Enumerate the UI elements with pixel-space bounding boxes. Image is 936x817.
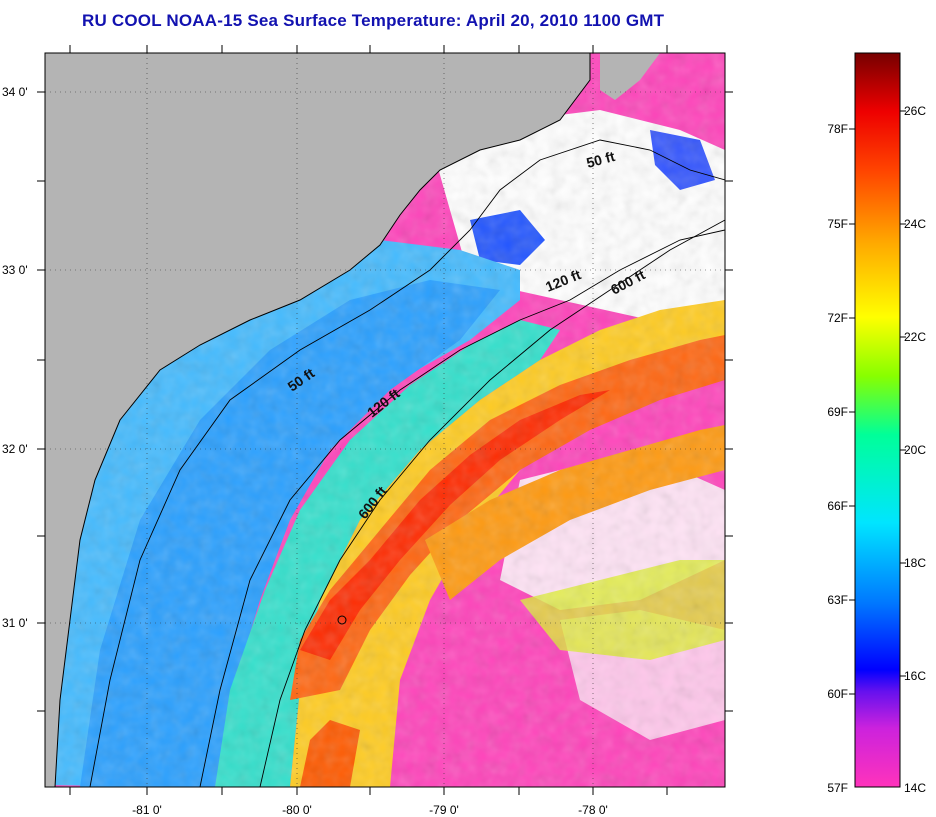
colorbar-c-label: 20C bbox=[904, 443, 926, 457]
lat-label-32: 32 0' bbox=[2, 442, 28, 456]
colorbar-f-label: 57F bbox=[827, 781, 848, 795]
lon-label-81: -81 0' bbox=[132, 803, 162, 817]
colorbar-f-label: 60F bbox=[827, 687, 848, 701]
colorbar-f-label: 66F bbox=[827, 499, 848, 513]
colorbar-c-label: 16C bbox=[904, 669, 926, 683]
map-frame bbox=[44, 52, 726, 788]
colorbar-f-label: 69F bbox=[827, 405, 848, 419]
colorbar-f-label: 75F bbox=[827, 217, 848, 231]
colorbar-c-label: 14C bbox=[904, 781, 926, 795]
lat-label-33: 33 0' bbox=[2, 263, 28, 277]
map-title: RU COOL NOAA-15 Sea Surface Temperature:… bbox=[82, 11, 665, 30]
lon-label-80: -80 0' bbox=[282, 803, 312, 817]
colorbar-f-label: 72F bbox=[827, 311, 848, 325]
contour-label-50ft-north: 50 ft bbox=[585, 148, 617, 171]
colorbar-c-label: 18C bbox=[904, 556, 926, 570]
colorbar-c-label: 22C bbox=[904, 330, 926, 344]
sst-map bbox=[45, 53, 725, 787]
station-marker-icon bbox=[337, 615, 347, 625]
colorbar: 78F 75F 72F 69F 66F 63F 60F 57F 26C 24C … bbox=[827, 52, 926, 795]
lon-label-79: -79 0' bbox=[429, 803, 459, 817]
colorbar-c-label: 26C bbox=[904, 104, 926, 118]
colorbar-f-label: 63F bbox=[827, 593, 848, 607]
lat-label-31: 31 0' bbox=[2, 616, 28, 630]
colorbar-c-label: 24C bbox=[904, 217, 926, 231]
colorbar-f-label: 78F bbox=[827, 122, 848, 136]
lat-label-34: 34 0' bbox=[2, 85, 28, 99]
lon-label-78: -78 0' bbox=[578, 803, 608, 817]
colorbar-gradient bbox=[854, 52, 901, 788]
